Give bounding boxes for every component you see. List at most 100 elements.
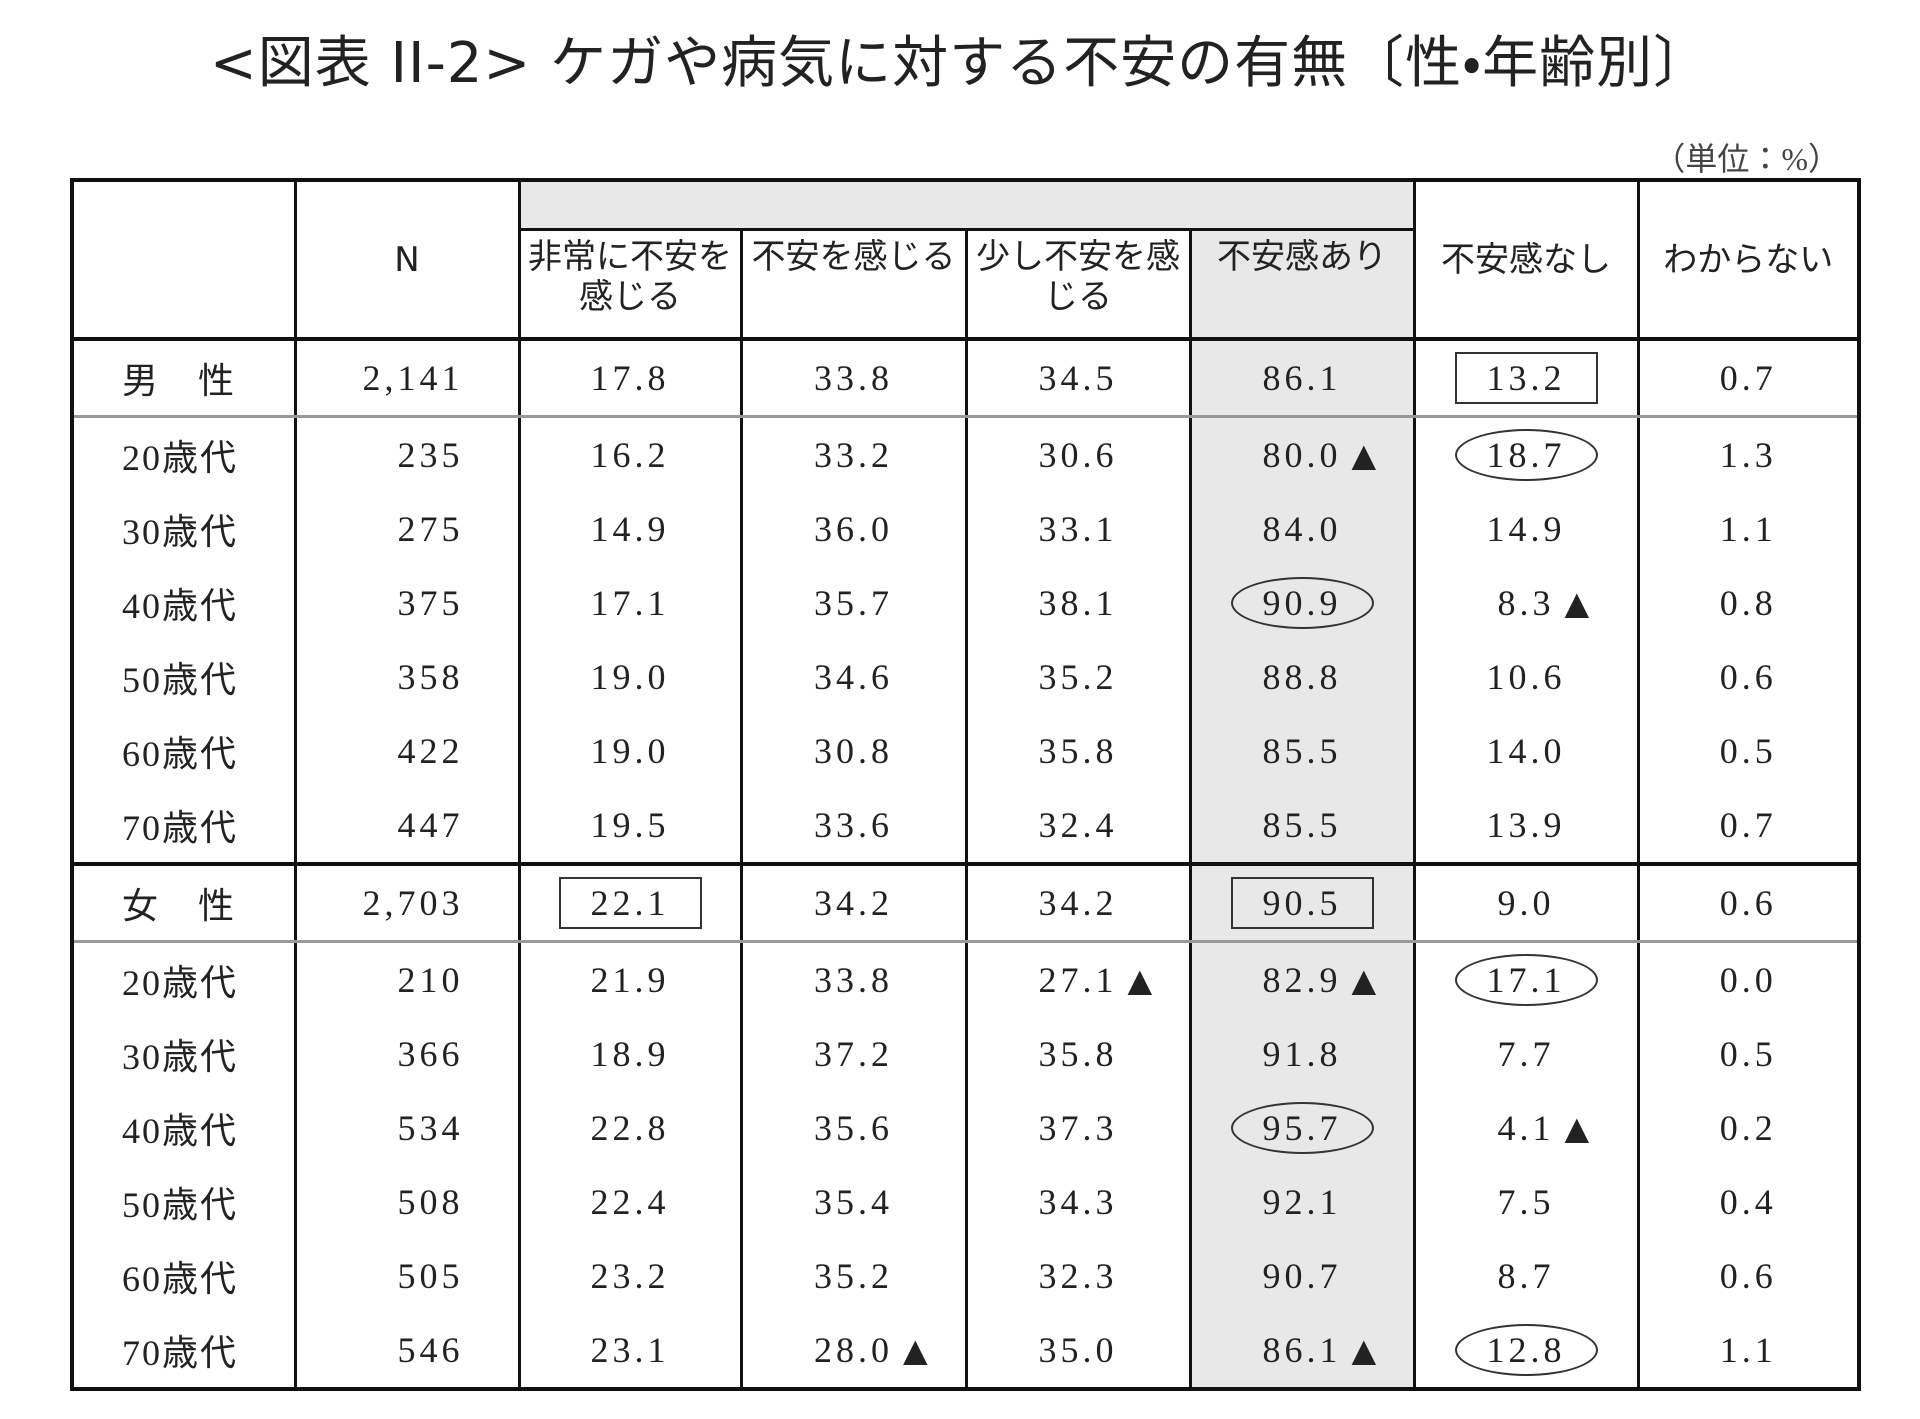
value-text: 90.9 [1262, 583, 1342, 623]
row-label-cell: 女 性 [70, 862, 297, 943]
table-row: 60歳代 505 23.2 35.2 32.3 90.7 8.7 0.6 [70, 1239, 1861, 1313]
data-cell: 0.0 [1636, 941, 1861, 1017]
data-cell: 35.0 [964, 1313, 1192, 1389]
data-cell: 13.2 [1412, 339, 1640, 418]
cell-value: 534 [388, 1104, 474, 1152]
value-text: 91.8 [1262, 1034, 1342, 1074]
data-cell: 37.2 [739, 1017, 968, 1091]
cell-value: 235 [388, 431, 474, 479]
cell-value: 90.7 [1253, 1252, 1352, 1300]
cell-value: 35.6 [804, 1104, 903, 1152]
cell-value: 37.3 [1029, 1104, 1128, 1152]
value-text: 14.0 [1486, 731, 1566, 771]
row-label-cell: 70歳代 [70, 788, 297, 864]
value-text: 33.6 [814, 805, 893, 845]
value-text: 358 [397, 657, 464, 697]
value-text: 1.1 [1719, 509, 1777, 549]
value-text: 0.5 [1719, 731, 1777, 771]
corner-cell [70, 180, 297, 341]
cell-value: 2,703 [353, 879, 474, 927]
data-cell: 18.7 [1412, 416, 1640, 492]
cell-value: 32.4 [1029, 801, 1128, 849]
data-cell: 33.8 [739, 941, 968, 1017]
data-cell: 546 [293, 1313, 521, 1389]
cell-value: 19.0 [581, 653, 680, 701]
value-text: 4.1 [1497, 1108, 1555, 1148]
cell-value: 34.5 [1029, 354, 1128, 402]
data-cell: 0.7 [1636, 339, 1861, 418]
flag-mark: ▲ [1351, 436, 1377, 474]
data-cell: 90.7 [1188, 1239, 1416, 1313]
title: <図表 II-2> ケガや病気に対する不安の有無〔性・年齢別〕 [209, 31, 1711, 96]
value-text: 92.1 [1262, 1182, 1342, 1222]
data-cell: 38.1 [964, 566, 1192, 640]
value-text: 82.9 [1262, 960, 1342, 1000]
cell-value: 34.2 [1029, 879, 1128, 927]
data-cell: 7.7 [1412, 1017, 1640, 1091]
row-label-cell: 30歳代 [70, 1017, 297, 1091]
data-cell: 2,141 [293, 339, 521, 418]
value-text: 33.1 [1038, 509, 1118, 549]
row-label-cell: 70歳代 [70, 1313, 297, 1389]
cell-value: 23.2 [581, 1252, 680, 1300]
value-text: 22.8 [590, 1108, 670, 1148]
cell-value: 88.8 [1253, 653, 1352, 701]
header-cell: 非常に不安を感じる [517, 229, 743, 341]
row-label-cell: 男 性 [70, 339, 297, 418]
row-label-cell: 60歳代 [70, 714, 297, 788]
value-text: 27.1 [1038, 960, 1118, 1000]
cell-value: 0.5 [1710, 1030, 1787, 1078]
cell-value: 19.0 [581, 727, 680, 775]
cell-value: 375 [388, 579, 474, 627]
cell-value: 0.5 [1710, 727, 1787, 775]
data-cell: 447 [293, 788, 521, 864]
cell-value: 0.6 [1710, 1252, 1787, 1300]
table-row: 60歳代 422 19.0 30.8 35.8 85.5 14.0 0.5 [70, 714, 1861, 788]
data-cell: 33.2 [739, 416, 968, 492]
cell-value: 90.9 [1230, 577, 1374, 629]
value-text: 16.2 [590, 435, 670, 475]
value-text: 35.6 [814, 1108, 893, 1148]
data-cell: 21.9 [517, 941, 743, 1017]
cell-value: 35.2 [804, 1252, 903, 1300]
data-cell: 35.7 [739, 566, 968, 640]
cell-value: 1.1 [1710, 505, 1787, 553]
value-text: 1.3 [1719, 435, 1777, 475]
value-text: 0.7 [1719, 805, 1777, 845]
data-cell: 32.3 [964, 1239, 1192, 1313]
value-text: 23.1 [590, 1330, 670, 1370]
cell-value: 13.9 [1477, 801, 1576, 849]
value-text: 14.9 [590, 509, 670, 549]
table-row: 30歳代 366 18.9 37.2 35.8 91.8 7.7 0.5 [70, 1017, 1861, 1091]
data-cell: 8.3 ▲ [1412, 566, 1640, 640]
header-cell: 少し不安を感じる [964, 229, 1192, 341]
cell-value: 18.9 [581, 1030, 680, 1078]
value-text: 505 [397, 1256, 464, 1296]
data-cell: 1.1 [1636, 492, 1861, 566]
value-text: 33.2 [814, 435, 893, 475]
cell-value: 85.5 [1253, 727, 1352, 775]
data-cell: 22.4 [517, 1165, 743, 1239]
data-cell: 17.1 [517, 566, 743, 640]
flag-mark: ▲ [903, 1331, 928, 1369]
cell-value: 35.4 [804, 1178, 903, 1226]
data-cell: 32.4 [964, 788, 1192, 864]
data-cell: 37.3 [964, 1091, 1192, 1165]
row-label-cell: 50歳代 [70, 640, 297, 714]
table-row: 30歳代 275 14.9 36.0 33.1 84.0 14.9 1.1 [70, 492, 1861, 566]
header-cell: わからない [1636, 180, 1861, 341]
flag-mark: ▲ [1127, 961, 1153, 999]
value-text: 17.8 [590, 358, 670, 398]
value-text: 36.0 [814, 509, 893, 549]
cell-value: 35.7 [804, 579, 903, 627]
cell-value: 34.6 [804, 653, 903, 701]
data-cell: 88.8 [1188, 640, 1416, 714]
cell-value: 18.7 [1454, 429, 1598, 481]
table-row: 70歳代 447 19.5 33.6 32.4 85.5 13.9 0.7 [70, 788, 1861, 864]
value-text: 366 [397, 1034, 464, 1074]
header-cell: 不安感なし [1412, 180, 1640, 341]
header-cell: 不安を感じる [739, 229, 968, 341]
value-text: 13.2 [1486, 358, 1566, 398]
value-text: 12.8 [1486, 1330, 1566, 1370]
row-label-cell: 20歳代 [70, 416, 297, 492]
